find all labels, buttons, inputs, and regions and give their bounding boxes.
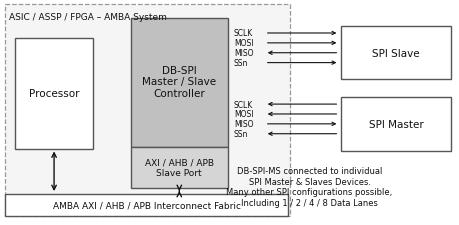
Text: AXI / AHB / APB
Slave Port: AXI / AHB / APB Slave Port <box>145 158 213 177</box>
Text: SSn: SSn <box>234 59 248 68</box>
Text: Processor: Processor <box>29 89 79 99</box>
Bar <box>6 5 289 216</box>
Text: SCLK: SCLK <box>234 100 252 109</box>
Text: SCLK: SCLK <box>234 29 252 38</box>
Text: DB-SPI
Master / Slave
Controller: DB-SPI Master / Slave Controller <box>142 65 216 99</box>
Text: MISO: MISO <box>234 49 253 58</box>
Text: DB-SPI-MS connected to individual
SPI Master & Slaves Devices.
Many other SPI co: DB-SPI-MS connected to individual SPI Ma… <box>226 166 392 207</box>
Bar <box>341 27 450 80</box>
Text: AMBA AXI / AHB / APB Interconnect Fabric: AMBA AXI / AHB / APB Interconnect Fabric <box>52 200 240 209</box>
Text: SPI Slave: SPI Slave <box>371 49 419 58</box>
Bar <box>6 194 287 216</box>
Text: ASIC / ASSP / FPGA – AMBA System: ASIC / ASSP / FPGA – AMBA System <box>9 13 167 22</box>
Bar <box>130 147 228 188</box>
Text: MOSI: MOSI <box>234 110 253 119</box>
Text: MOSI: MOSI <box>234 39 253 48</box>
Bar <box>341 98 450 151</box>
Text: MISO: MISO <box>234 120 253 129</box>
Text: SPI Master: SPI Master <box>368 119 422 129</box>
Text: SSn: SSn <box>234 130 248 139</box>
Bar <box>15 39 93 149</box>
Bar <box>130 19 228 147</box>
